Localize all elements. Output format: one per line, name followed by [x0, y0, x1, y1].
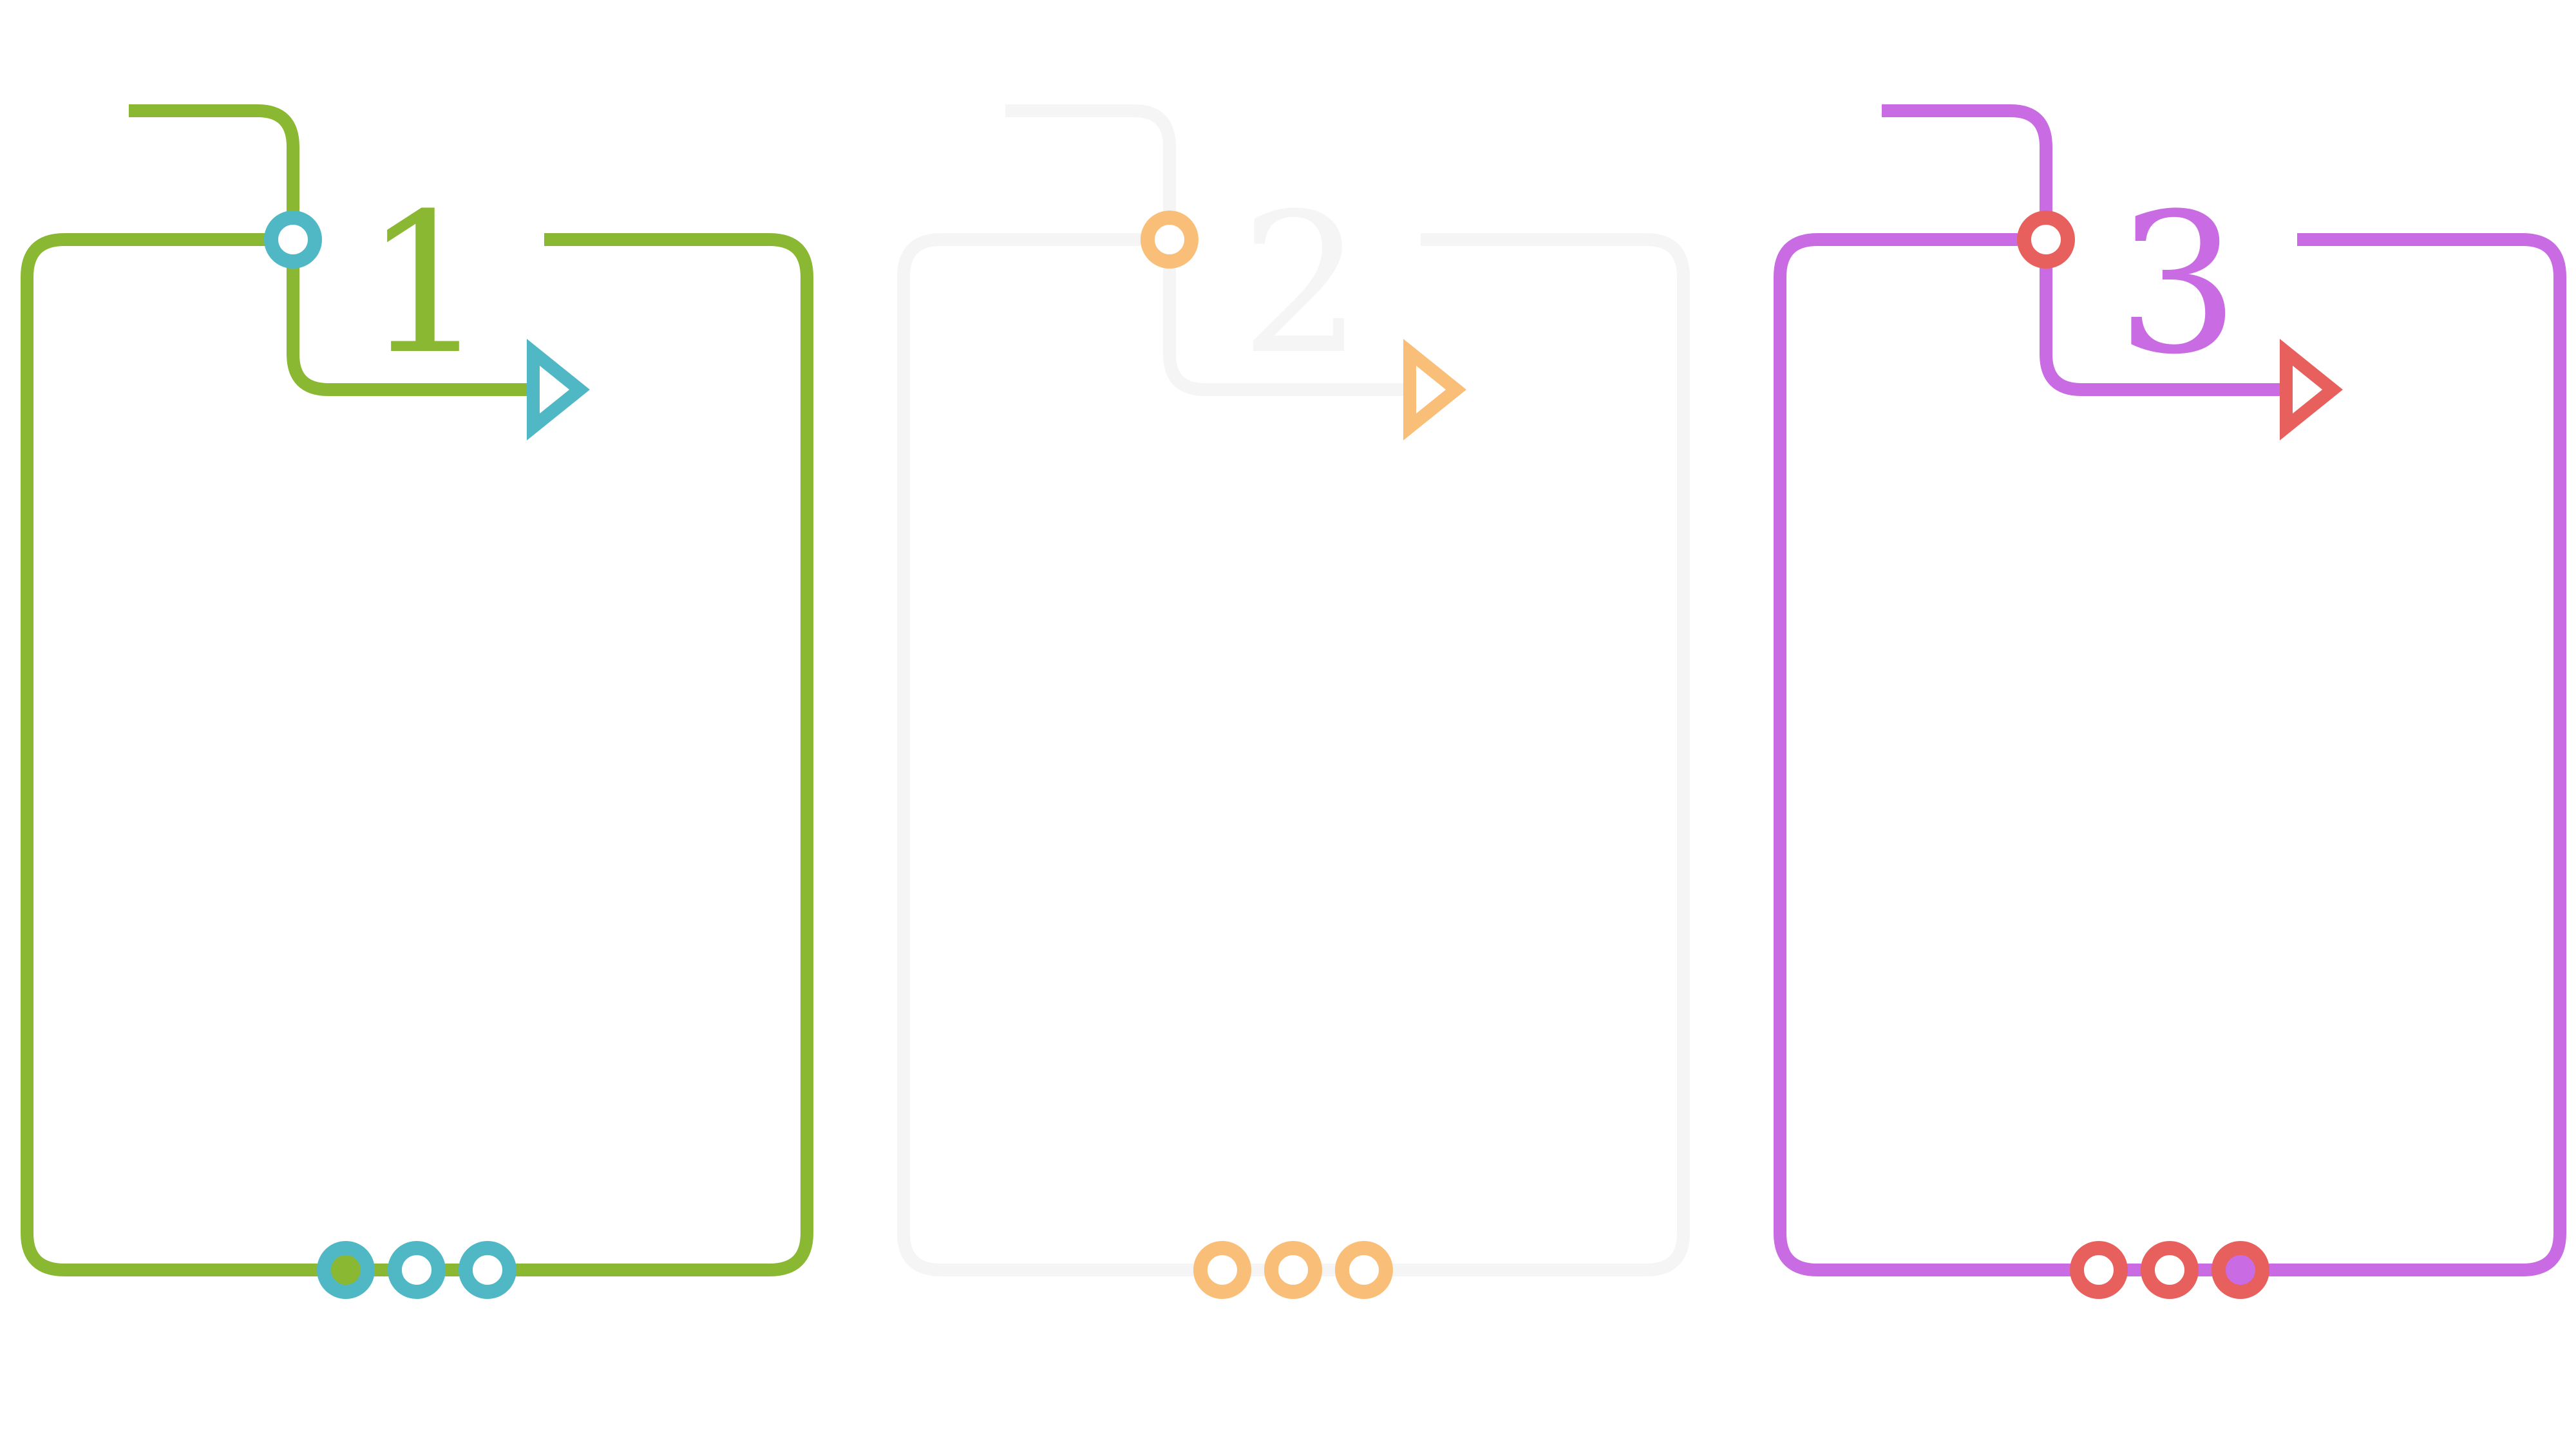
indicator-dot	[317, 1241, 375, 1299]
flow-connector	[1882, 104, 2297, 396]
indicator-dot	[2211, 1241, 2269, 1299]
indicator-dot	[2141, 1241, 2199, 1299]
step-number: 2	[1240, 172, 1363, 397]
card-2: 2	[897, 104, 1690, 1299]
card-1: 1	[21, 104, 813, 1299]
step-number: 1	[364, 172, 487, 397]
indicator-dot	[1193, 1241, 1251, 1299]
indicator-dot	[2070, 1241, 2128, 1299]
arrow-head-icon	[527, 339, 590, 440]
junction-dot	[264, 211, 322, 269]
flow-connector	[1005, 104, 1421, 396]
junction-dot	[2017, 211, 2075, 269]
indicator-dot	[388, 1241, 446, 1299]
card-3: 3	[1774, 104, 2566, 1299]
indicator-dot	[1264, 1241, 1322, 1299]
indicator-dot	[459, 1241, 516, 1299]
junction-dot	[1141, 211, 1198, 269]
arrow-head-icon	[1403, 339, 1466, 440]
flow-connector	[129, 104, 544, 396]
arrow-head-icon	[2280, 339, 2343, 440]
step-number: 3	[2117, 172, 2240, 397]
indicator-dot	[1335, 1241, 1393, 1299]
